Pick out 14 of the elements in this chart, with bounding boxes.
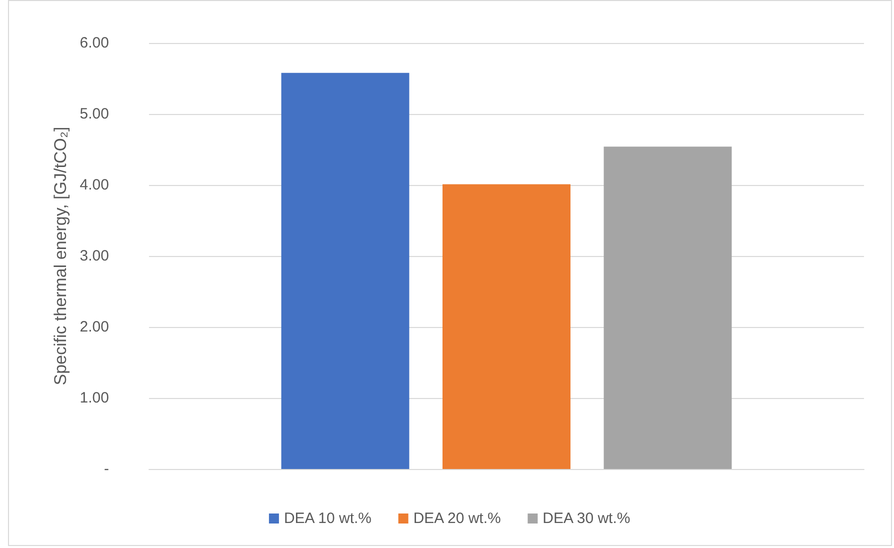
legend-label: DEA 20 wt.% — [413, 510, 501, 527]
bar — [281, 72, 410, 469]
y-tick-label: - — [104, 460, 109, 478]
y-tick-label: 6.00 — [80, 34, 109, 52]
y-tick-label: 3.00 — [80, 248, 109, 264]
bar — [442, 184, 570, 469]
y-tick-label: 1.00 — [80, 390, 109, 406]
y-tick-label: 5.00 — [80, 106, 109, 122]
legend-label: DEA 30 wt.% — [542, 510, 630, 527]
y-tick-label: 2.00 — [80, 318, 109, 336]
y-tick-label: 4.00 — [80, 176, 109, 194]
bar — [604, 146, 732, 469]
legend-label: DEA 10 wt.% — [284, 510, 372, 527]
y-axis-title: Specific thermal energy, [GJ/tCO₂] — [50, 126, 70, 386]
